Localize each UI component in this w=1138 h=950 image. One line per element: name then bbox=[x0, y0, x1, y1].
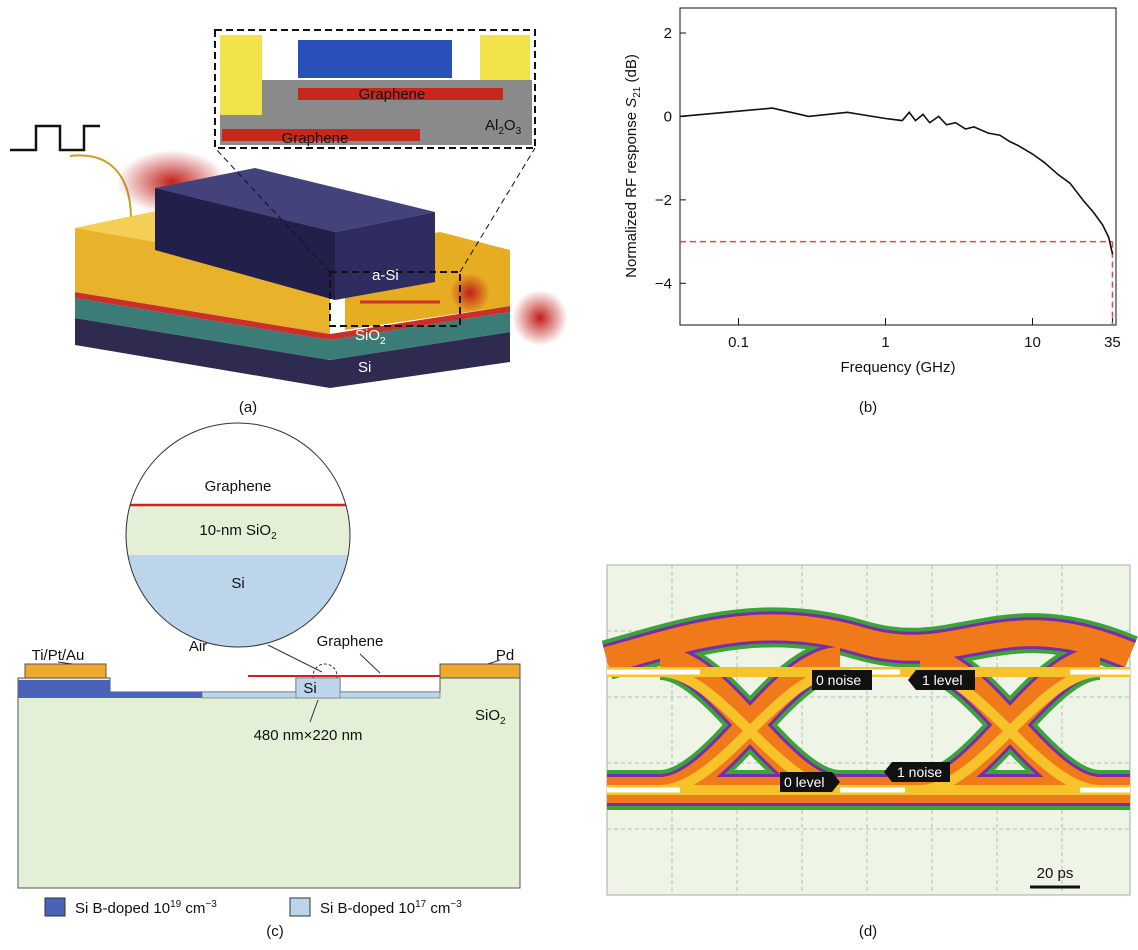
label: Ti/Pt/Au bbox=[32, 647, 85, 664]
inset-contact bbox=[480, 35, 530, 80]
label: Si bbox=[358, 359, 371, 376]
label: Air bbox=[189, 638, 207, 655]
label: 480 nm×220 nm bbox=[254, 727, 363, 744]
y-tick-label: 0 bbox=[664, 108, 672, 125]
laser-out bbox=[512, 290, 568, 346]
plot-frame bbox=[680, 8, 1116, 325]
panel-a: Graphene Graphene Al2O3 a-Si SiO2 Si (a) bbox=[10, 30, 568, 416]
panel-b: Frequency (GHz) Normalized RF response S… bbox=[623, 8, 1121, 416]
figure: Graphene Graphene Al2O3 a-Si SiO2 Si (a)… bbox=[0, 0, 1138, 945]
label: Si bbox=[231, 575, 244, 592]
label: Graphene bbox=[205, 478, 272, 495]
leader bbox=[360, 654, 380, 673]
inset-contact bbox=[220, 35, 262, 115]
x-tick-label: 0.1 bbox=[728, 334, 749, 351]
x-tick-label: 10 bbox=[1024, 334, 1041, 351]
label: Graphene bbox=[282, 130, 349, 147]
zoom-line bbox=[268, 645, 322, 672]
tag-text: 1 noise bbox=[897, 764, 942, 780]
tag-text: 0 noise bbox=[816, 672, 861, 688]
legend-text: Si B-doped 1019 cm−3 bbox=[75, 899, 217, 917]
laser-mid bbox=[450, 273, 490, 313]
tag-text: 0 level bbox=[784, 774, 824, 790]
x-axis-label: Frequency (GHz) bbox=[840, 359, 955, 376]
label: Si bbox=[303, 680, 316, 697]
legend-text: Si B-doped 1017 cm−3 bbox=[320, 899, 462, 917]
label: Pd bbox=[496, 647, 514, 664]
y-axis-label: Normalized RF response S21 (dB) bbox=[623, 54, 643, 278]
panel-c: Graphene 10-nm SiO2 Si Ti/Pt/Au Air Grap… bbox=[18, 420, 520, 940]
x-tick-label: 1 bbox=[881, 334, 889, 351]
y-tick-label: 2 bbox=[664, 25, 672, 42]
inset-asi bbox=[298, 40, 452, 78]
oxide-body bbox=[18, 678, 520, 888]
label: Graphene bbox=[317, 633, 384, 650]
x-tick-label: 35 bbox=[1104, 334, 1121, 351]
panel-label: (c) bbox=[266, 923, 284, 940]
contact bbox=[440, 664, 520, 678]
legend-swatch bbox=[45, 898, 65, 916]
doped-high bbox=[110, 692, 202, 698]
data-line bbox=[680, 108, 1113, 254]
y-tick-label: −4 bbox=[655, 275, 672, 292]
pulse-icon bbox=[10, 126, 100, 150]
panel-label: (d) bbox=[859, 923, 877, 940]
panel-label: (b) bbox=[859, 399, 877, 416]
y-tick-label: −2 bbox=[655, 192, 672, 209]
label: a-Si bbox=[372, 267, 399, 284]
doped-high bbox=[18, 680, 110, 698]
legend-swatch bbox=[290, 898, 310, 916]
label: Graphene bbox=[359, 86, 426, 103]
tag-text: 1 level bbox=[922, 672, 962, 688]
panel-label: (a) bbox=[239, 399, 257, 416]
scale-label: 20 ps bbox=[1037, 865, 1074, 882]
panel-d: 0 noise 1 level 0 level 1 noise 20 ps (d… bbox=[607, 565, 1130, 940]
contact bbox=[25, 664, 106, 678]
